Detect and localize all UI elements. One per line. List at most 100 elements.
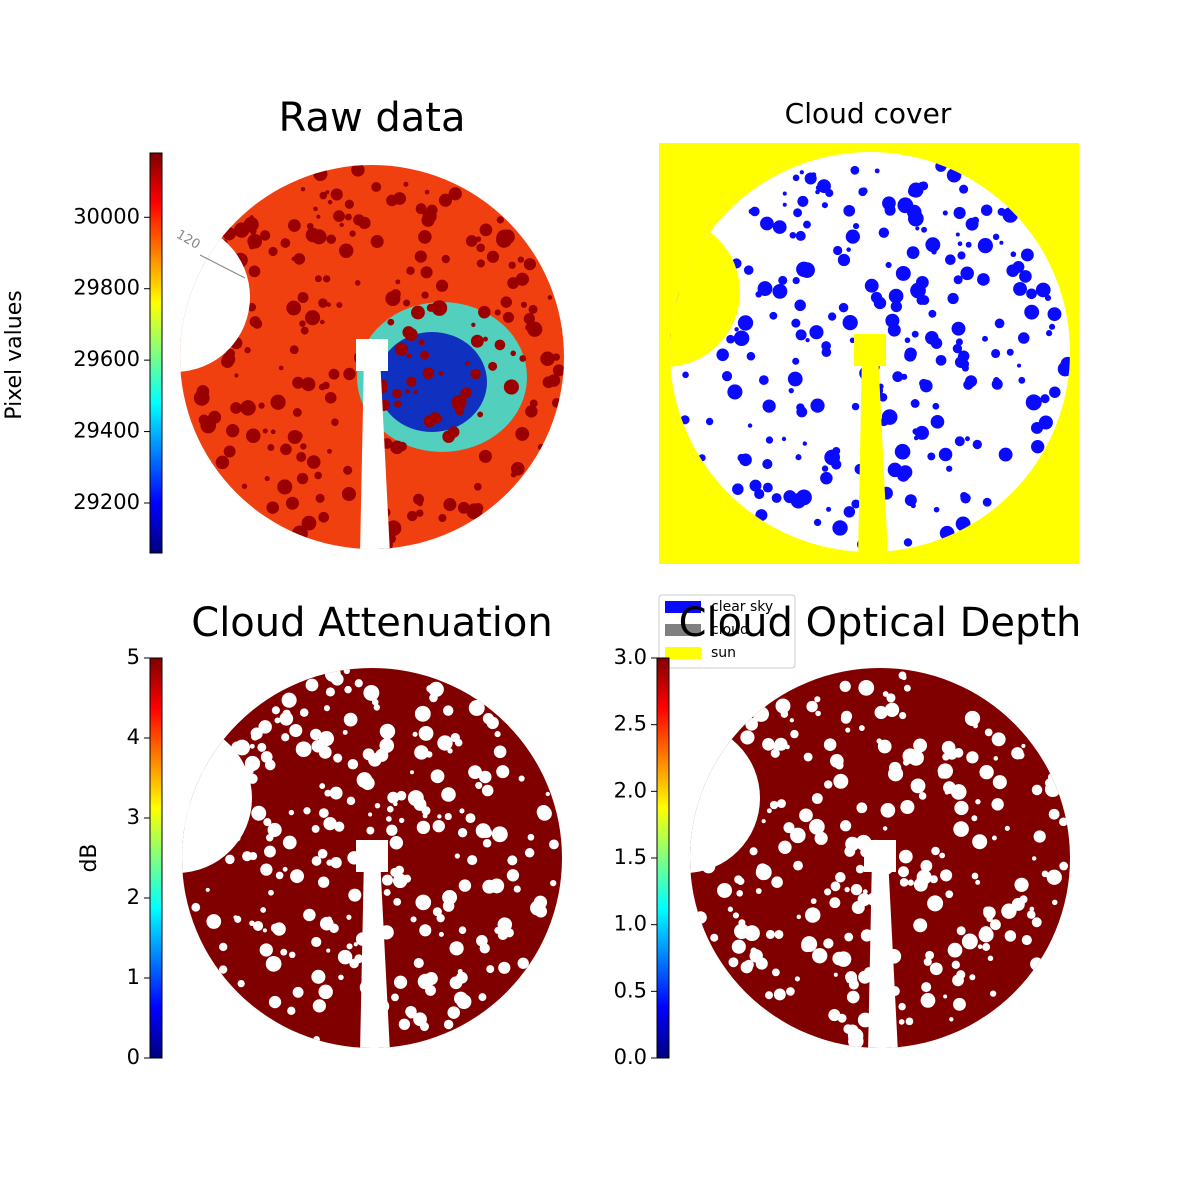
image-blob <box>264 845 276 858</box>
image <box>180 165 564 549</box>
image-blob <box>1046 869 1062 885</box>
image-blob <box>336 302 343 309</box>
image-blob <box>933 506 940 513</box>
sun-arm <box>360 858 390 1048</box>
image-blob <box>947 942 963 958</box>
image-blob <box>277 479 293 495</box>
image-blob <box>838 302 849 313</box>
image-blob <box>413 958 424 969</box>
image-blob <box>902 748 918 764</box>
image-blob <box>906 246 920 259</box>
image-blob <box>313 1036 320 1043</box>
image-blob <box>749 949 763 963</box>
image-blob <box>682 371 689 379</box>
image-blob <box>413 390 418 395</box>
image-blob <box>379 738 395 753</box>
image-blob <box>904 337 911 344</box>
image-blob <box>279 711 294 726</box>
image-blob <box>862 889 868 895</box>
image-blob <box>971 815 978 822</box>
image-blob <box>912 428 919 435</box>
image-blob <box>317 848 328 859</box>
image-blob <box>415 307 423 316</box>
image-blob <box>482 336 488 342</box>
image-blob <box>354 954 364 964</box>
image-blob <box>323 705 330 712</box>
image-blob <box>832 520 848 536</box>
image-blob <box>809 325 824 340</box>
image-blob <box>413 798 427 811</box>
image-blob <box>510 461 525 476</box>
image-blob <box>285 496 299 510</box>
image-blob <box>975 799 981 805</box>
image-blob <box>817 179 831 194</box>
image-blob <box>803 752 813 762</box>
image-blob <box>280 238 291 248</box>
image-blob <box>240 400 256 416</box>
image-blob <box>757 281 773 297</box>
image-blob <box>353 942 358 947</box>
image-blob <box>234 739 250 756</box>
image-blob <box>394 865 405 875</box>
image-blob <box>292 376 305 389</box>
image-blob <box>280 443 292 456</box>
image-blob <box>305 678 319 692</box>
image-blob <box>984 728 993 737</box>
image-blob <box>527 321 543 337</box>
image-blob <box>198 414 210 426</box>
image-blob <box>737 315 754 331</box>
image-blob <box>947 292 959 305</box>
image-blob <box>914 425 929 440</box>
image-blob <box>874 705 888 720</box>
image-blob <box>305 227 321 243</box>
image-blob <box>895 265 911 281</box>
image-blob <box>447 426 460 438</box>
image-blob <box>842 315 858 331</box>
image-blob <box>507 855 518 866</box>
image-blob <box>266 501 279 514</box>
image-blob <box>806 700 818 713</box>
image-blob <box>414 745 429 760</box>
image-blob <box>919 378 929 388</box>
image-blob <box>275 871 284 880</box>
image-blob <box>805 337 810 343</box>
image-blob <box>323 816 337 831</box>
image-blob <box>494 339 506 351</box>
image-blob <box>362 748 375 761</box>
image-blob <box>414 250 427 263</box>
image-blob <box>957 251 966 260</box>
image-blob <box>371 182 382 192</box>
grid-ray <box>199 254 246 279</box>
mask-notch <box>180 222 250 372</box>
image-blob <box>329 786 343 800</box>
image-blob <box>878 227 890 238</box>
image-blob <box>864 278 879 293</box>
image-blob <box>801 936 818 953</box>
image-blob <box>920 993 936 1008</box>
tick-label: 29200 <box>73 490 140 514</box>
image-blob <box>1016 751 1025 760</box>
image-blob <box>880 802 896 818</box>
image-blob <box>393 898 402 906</box>
image-blob <box>945 254 956 266</box>
image-blob <box>241 483 248 489</box>
image-blob <box>366 826 375 835</box>
image-blob <box>884 204 896 216</box>
image-blob <box>311 936 322 948</box>
image-blob <box>262 428 268 434</box>
image-blob <box>787 371 803 387</box>
image-blob <box>320 319 325 325</box>
image-blob <box>454 738 463 747</box>
image-blob <box>523 313 535 325</box>
image-blob <box>271 706 280 715</box>
image-blob <box>318 511 330 523</box>
image-blob <box>961 933 978 950</box>
image-blob <box>774 929 784 939</box>
image-blob <box>954 436 965 447</box>
image-blob <box>778 840 792 854</box>
image-blob <box>222 227 236 241</box>
image-blob <box>496 765 510 779</box>
image-blob <box>421 291 429 299</box>
tick-label: 1 <box>127 965 140 989</box>
